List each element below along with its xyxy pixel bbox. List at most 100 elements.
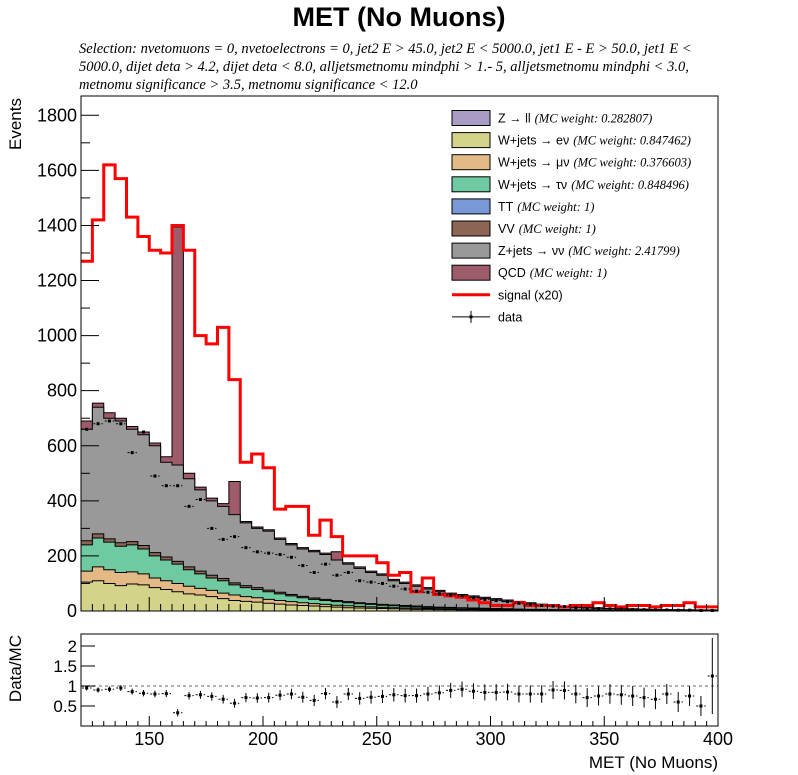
ratio-point-marker [688, 694, 692, 698]
data-point [411, 589, 422, 593]
data-point [104, 419, 115, 423]
ratio-point-marker [585, 696, 589, 700]
data-point [559, 605, 570, 609]
data-point-marker [380, 581, 384, 585]
ratio-y-tick-label: 1.5 [53, 657, 77, 676]
data-point-marker [471, 596, 475, 600]
legend-entry: data [452, 310, 522, 324]
ratio-point [286, 688, 297, 700]
data-point [537, 603, 547, 607]
data-point-marker [506, 600, 510, 604]
ratio-point-marker [642, 696, 646, 700]
data-point [707, 608, 717, 612]
ratio-point-marker [483, 690, 487, 694]
y-tick-label: 0 [67, 601, 77, 621]
ratio-point [389, 688, 399, 702]
legend-swatch [451, 132, 491, 149]
main-panel: 0 200 400 600 800 1000 1200 1400 1600 1800 Events Z… [6, 95, 719, 621]
data-point [639, 608, 649, 612]
ratio-point-marker [312, 698, 316, 702]
data-point [491, 599, 501, 603]
ratio-point-marker [380, 694, 384, 698]
data-point-marker [358, 579, 362, 583]
ratio-point [650, 689, 661, 710]
y-tick-label: 1600 [37, 160, 77, 180]
ratio-point [400, 688, 410, 703]
data-point-marker [369, 580, 373, 584]
ratio-point-marker [164, 692, 168, 696]
data-point [434, 592, 444, 596]
data-point-marker [710, 608, 714, 612]
data-point-marker [96, 422, 100, 426]
data-point-marker [142, 430, 146, 434]
data-point [264, 551, 274, 555]
ratio-point-marker [107, 687, 111, 691]
ratio-point-marker [494, 690, 498, 694]
data-point-marker [494, 599, 498, 603]
data-point-marker [198, 497, 202, 501]
data-point-marker [392, 584, 396, 588]
ratio-point-marker [426, 692, 430, 696]
chart-title: MET (No Muons) [292, 2, 506, 32]
ratio-point-marker [301, 695, 305, 699]
data-point [684, 608, 695, 612]
data-point [286, 555, 297, 559]
data-point-marker [176, 484, 180, 488]
legend-label: QCD (MC weight: 1) [498, 266, 607, 280]
data-point-marker [688, 608, 692, 612]
data-point-marker [289, 555, 293, 559]
x-tick-label: 400 [703, 729, 733, 749]
data-point [662, 608, 672, 612]
data-point [514, 601, 524, 605]
data-point [332, 573, 342, 577]
ratio-point-marker [403, 694, 407, 698]
ratio-y-tick-label: 0.5 [53, 697, 77, 716]
data-point [446, 593, 456, 597]
data-point-marker [699, 608, 703, 612]
ratio-point-marker [130, 690, 134, 694]
data-point [389, 584, 399, 588]
ratio-point-marker [358, 696, 362, 700]
ratio-point [662, 684, 672, 704]
ratio-point-marker [119, 686, 123, 690]
data-point [82, 427, 92, 431]
ratio-point [195, 690, 206, 699]
ratio-point [93, 687, 103, 693]
ratio-point [593, 686, 604, 706]
data-point-marker [437, 592, 441, 596]
legend-swatch [451, 154, 491, 171]
ratio-point-marker [244, 696, 248, 700]
ratio-point-marker [653, 697, 657, 701]
data-point-marker [642, 608, 646, 612]
x-tick-label: 250 [362, 729, 392, 749]
data-point-marker [403, 587, 407, 591]
legend-swatch [451, 264, 491, 281]
data-point-marker [460, 594, 464, 598]
data-point-marker [255, 550, 259, 554]
data-point [241, 546, 251, 550]
ratio-point-marker [437, 691, 441, 695]
data-point-marker [244, 546, 248, 550]
y-tick-label: 1200 [37, 271, 77, 291]
x-tick-label: 200 [248, 729, 278, 749]
ratio-point-marker [346, 692, 350, 696]
data-point [309, 570, 319, 574]
ratio-y-axis-title: Data/MC [6, 635, 25, 702]
data-point [343, 570, 353, 574]
ratio-point-marker [506, 690, 510, 694]
data-point [127, 451, 137, 455]
data-point [195, 497, 206, 501]
x-tick-label: 350 [589, 729, 619, 749]
ratio-point-marker [96, 688, 100, 692]
ratio-point [173, 709, 183, 717]
ratio-point-marker [221, 697, 225, 701]
ratio-point-marker [460, 687, 464, 691]
data-point-marker [562, 605, 566, 609]
ratio-point [446, 682, 456, 698]
data-point [184, 504, 194, 508]
y-axis-title: Events [6, 98, 25, 150]
data-point-marker [324, 562, 328, 566]
ratio-point [161, 690, 171, 698]
ratio-point [684, 686, 695, 706]
